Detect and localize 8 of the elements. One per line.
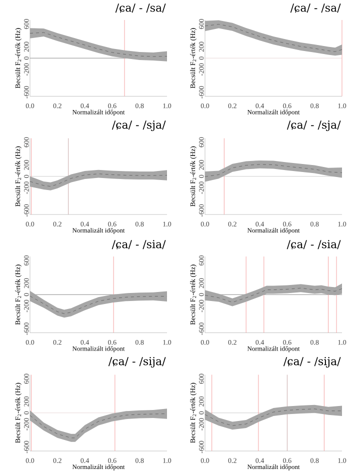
chart-title: /ɕa/ - /sja/ — [286, 120, 341, 132]
chart-title: /ɕa/ - /sja/ — [112, 120, 166, 132]
chart-title: /ɕa/ - /sia/ — [112, 240, 166, 250]
chart-title: /ɕa/ - /sija/ — [283, 357, 341, 368]
chart-title: /ɕa/ - /sa/ — [115, 4, 166, 13]
chart-title: /ɕa/ - /sa/ — [290, 4, 341, 13]
chart-title: /ɕa/ - /sia/ — [286, 240, 341, 250]
chart-title: /ɕa/ - /sija/ — [108, 357, 166, 368]
